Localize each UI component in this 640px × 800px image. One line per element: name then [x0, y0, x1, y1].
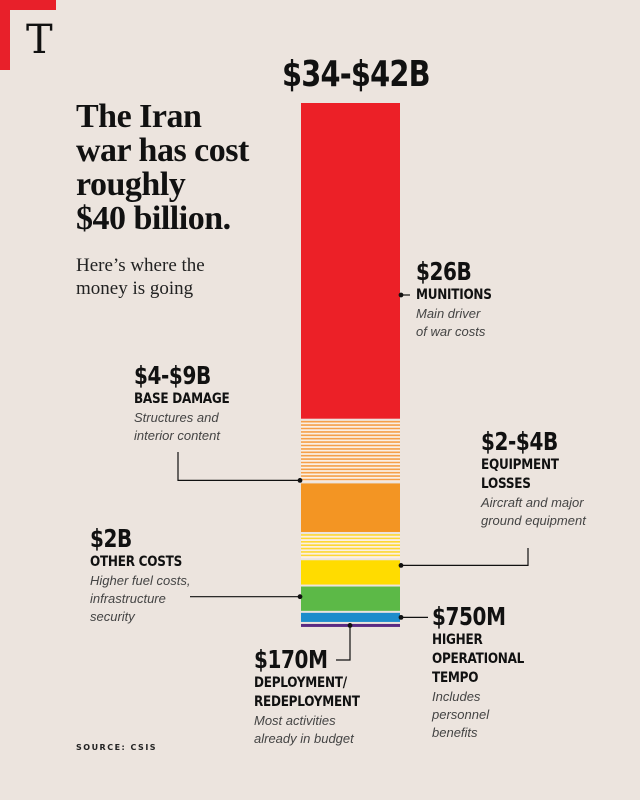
equipment-losses-name-line: LOSSES — [481, 476, 531, 492]
callout-deployment: $170M DEPLOYMENT/ REDEPLOYMENT Most acti… — [254, 646, 377, 748]
base-damage-desc-line: Structures and — [134, 410, 219, 425]
base-damage-leader-dot — [297, 478, 303, 483]
base-damage-value: $4-$9B — [134, 361, 211, 390]
page-subtitle: Here’s where the money is going — [76, 254, 276, 300]
bar-segment-munitions — [301, 103, 400, 419]
deployment-desc-line: Most activities — [254, 713, 336, 728]
callout-other-costs: $2B OTHER COSTS Higher fuel costs, infra… — [90, 525, 197, 626]
equipment-losses-desc-line: Aircraft and major — [481, 495, 584, 510]
equipment-losses-value: $2-$4B — [481, 427, 558, 456]
operational-tempo-value: $750M — [432, 602, 506, 631]
callout-equipment-losses: $2-$4B EQUIPMENT LOSSES Aircraft and maj… — [481, 428, 586, 530]
bar-segment-base-damage — [301, 483, 400, 532]
range-background — [301, 420, 400, 482]
equipment-losses-leader-line — [400, 548, 529, 567]
operational-tempo-desc-line: personnel — [432, 707, 490, 722]
callout-munitions: $26B MUNITIONS Main driver of war costs — [416, 258, 504, 341]
brand-corner-stripe — [0, 0, 10, 70]
other-costs-value: $2B — [90, 524, 132, 553]
other-costs-leader-dot — [297, 594, 303, 600]
operational-tempo-name-line: TEMPO — [432, 670, 479, 686]
other-costs-desc-line: security — [90, 609, 135, 624]
equipment-losses-name-line: EQUIPMENT — [481, 457, 559, 473]
bar-segment-equipment-losses-range — [301, 533, 400, 559]
deployment-desc-line: already in budget — [254, 731, 354, 746]
base-damage-name: BASE DAMAGE — [134, 391, 230, 407]
source-note: SOURCE: CSIS — [76, 743, 158, 752]
deployment-leader-dot — [347, 623, 353, 628]
callout-operational-tempo: $750M HIGHER OPERATIONAL TEMPO Includes … — [432, 603, 539, 742]
page-title: The Iran war has cost roughly $40 billio… — [76, 100, 296, 236]
total-cost-label: $34-$42B — [282, 54, 431, 95]
munitions-value: $26B — [416, 257, 472, 286]
bar-segment-deployment-redeployment — [301, 623, 400, 627]
operational-tempo-desc-line: Includes — [432, 689, 481, 704]
title-line: roughly — [76, 166, 186, 203]
base-damage-leader-line — [177, 452, 301, 482]
operational-tempo-leader-dot — [398, 614, 404, 620]
munitions-name: MUNITIONS — [416, 287, 492, 303]
deployment-value: $170M — [254, 645, 328, 674]
munitions-leader-dot — [398, 292, 404, 298]
deployment-name-line: DEPLOYMENT/ — [254, 675, 347, 691]
base-damage-desc-line: interior content — [134, 428, 220, 443]
operational-tempo-desc-line: benefits — [432, 725, 478, 740]
equipment-losses-desc-line: ground equipment — [481, 513, 586, 528]
bar-segment-other-costs — [301, 586, 400, 611]
publication-logo: T — [26, 17, 53, 63]
range-background — [301, 533, 400, 559]
title-line: war has cost — [76, 132, 249, 169]
bar-segment-equipment-losses — [301, 560, 400, 585]
equipment-losses-leader-dot — [398, 563, 404, 568]
operational-tempo-name-line: HIGHER — [432, 632, 483, 648]
title-line: $40 billion. — [76, 200, 231, 237]
subtitle-line: money is going — [76, 278, 194, 299]
bar-segment-base-damage-range — [301, 420, 400, 482]
operational-tempo-name-line: OPERATIONAL — [432, 651, 525, 667]
other-costs-desc-line: Higher fuel costs, — [90, 573, 191, 588]
subtitle-line: Here’s where the — [76, 255, 205, 276]
other-costs-desc-line: infrastructure — [90, 591, 166, 606]
munitions-desc-line: Main driver — [416, 306, 481, 321]
brand-corner-bar — [0, 0, 56, 10]
callout-base-damage: $4-$9B BASE DAMAGE Structures and interi… — [134, 362, 245, 445]
deployment-name-line: REDEPLOYMENT — [254, 694, 360, 710]
other-costs-name: OTHER COSTS — [90, 554, 183, 570]
title-line: The Iran — [76, 98, 202, 135]
bar-segment-higher-operational-tempo — [301, 612, 400, 622]
munitions-desc-line: of war costs — [416, 324, 486, 339]
